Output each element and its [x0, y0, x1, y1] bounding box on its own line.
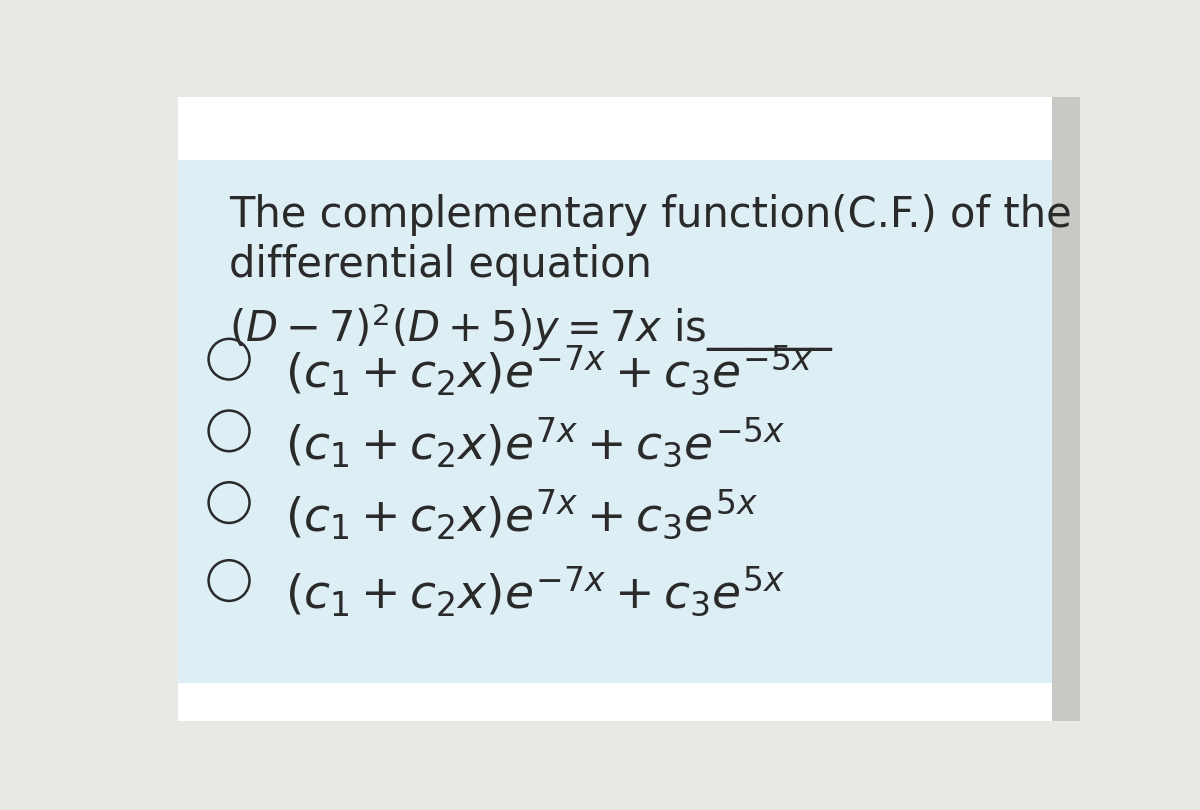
FancyBboxPatch shape [178, 97, 1052, 160]
Text: $(c_1 + c_2x)e^{-7x} + c_3e^{5x}$: $(c_1 + c_2x)e^{-7x} + c_3e^{5x}$ [284, 565, 786, 620]
Text: $(c_1 + c_2x)e^{7x} + c_3e^{5x}$: $(c_1 + c_2x)e^{7x} + c_3e^{5x}$ [284, 487, 757, 542]
Text: $(c_1 + c_2x)e^{7x} + c_3e^{-5x}$: $(c_1 + c_2x)e^{7x} + c_3e^{-5x}$ [284, 416, 786, 470]
FancyBboxPatch shape [178, 160, 1052, 684]
Text: The complementary function(C.F.) of the: The complementary function(C.F.) of the [229, 194, 1072, 236]
Text: $(D-7)^2(D+5)y = 7x$ is______: $(D-7)^2(D+5)y = 7x$ is______ [229, 302, 834, 354]
Text: $(c_1 + c_2x)e^{-7x} + c_3e^{-5x}$: $(c_1 + c_2x)e^{-7x} + c_3e^{-5x}$ [284, 343, 814, 398]
FancyBboxPatch shape [178, 684, 1052, 721]
Text: differential equation: differential equation [229, 244, 652, 286]
FancyBboxPatch shape [1052, 97, 1080, 721]
